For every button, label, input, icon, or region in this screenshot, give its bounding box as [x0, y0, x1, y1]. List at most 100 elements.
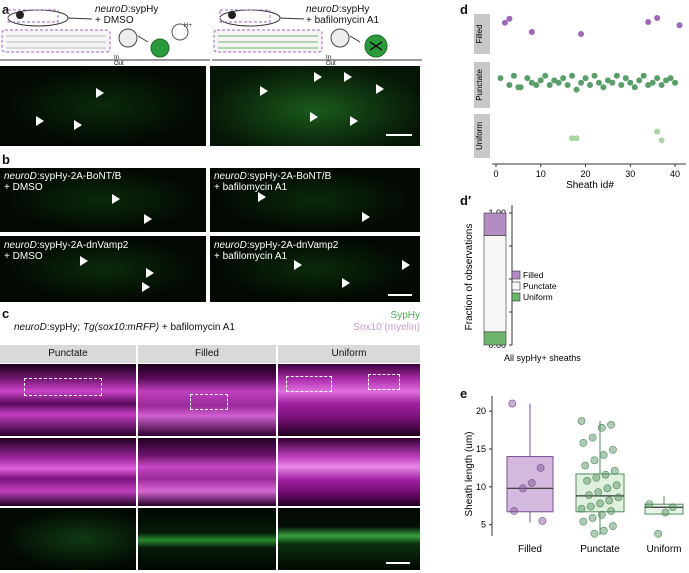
sypHy-punctate	[0, 508, 136, 570]
y-tick-label: 10	[476, 482, 486, 492]
merge-filled	[138, 364, 276, 436]
column-header-uniform: Uniform	[278, 345, 420, 363]
data-point-uniform	[668, 503, 677, 512]
roi-box	[190, 394, 228, 410]
data-point-punctate	[591, 72, 598, 79]
data-point-punctate	[649, 79, 656, 86]
data-point-punctate	[663, 77, 670, 84]
data-point-punctate	[506, 82, 513, 88]
arrowhead-icon	[344, 72, 352, 82]
panel-a-out-label-left: Out	[114, 61, 124, 67]
data-point-punctate	[599, 526, 608, 535]
bar-segment-filled	[483, 212, 507, 236]
data-point-punctate	[542, 72, 549, 79]
data-point-punctate	[592, 473, 601, 482]
panel-b-br-gene: neuroD	[214, 240, 247, 251]
panel-b-bl-suffix: :sypHy-2A-dnVamp2	[36, 240, 129, 251]
data-point-punctate	[672, 79, 679, 86]
x-category-label: Punctate	[580, 544, 620, 555]
data-point-punctate	[640, 72, 647, 79]
data-point-punctate	[609, 79, 616, 86]
data-point-uniform	[654, 128, 661, 135]
sypHy-uniform	[278, 508, 420, 570]
data-point-punctate	[610, 467, 619, 475]
arrowhead-icon	[402, 260, 410, 270]
data-point-punctate	[579, 517, 588, 526]
panel-b-tl-suffix: :sypHy-2A-BoNT/B	[36, 171, 122, 182]
panel-a-in-label-right: In	[326, 55, 332, 61]
data-point-punctate	[585, 491, 593, 500]
data-point-punctate	[517, 84, 524, 91]
x-tick-label: 10	[536, 169, 546, 179]
panel-b-tr-treatment: + bafilomycin A1	[214, 182, 288, 193]
legend-label-punctate: Punctate	[523, 281, 557, 291]
data-point-punctate	[607, 507, 615, 515]
panel-a-left-suffix: :sypHy	[127, 4, 159, 15]
data-point-punctate	[613, 72, 620, 79]
data-point-punctate	[564, 82, 571, 88]
data-point-punctate	[582, 75, 589, 82]
panel-a-out-label-right: Out	[326, 61, 336, 67]
data-point-punctate	[588, 513, 597, 522]
data-point-punctate	[609, 445, 617, 454]
data-point-punctate	[510, 72, 517, 79]
x-tick-label: 20	[581, 169, 591, 179]
data-point-punctate	[622, 75, 629, 82]
x-category-label: Uniform	[646, 544, 681, 555]
panel-a-in-label-left: In	[114, 55, 120, 61]
data-point-punctate	[601, 470, 610, 479]
panel-b-tr-gene: neuroD	[214, 171, 247, 182]
data-point-filled	[508, 399, 517, 408]
data-point-punctate	[581, 461, 590, 470]
chart-d: Filled Punctate Uniform 0 10 20 30 40 Sheath…	[474, 14, 686, 191]
data-point-punctate	[596, 499, 604, 508]
micrograph-b-dnvamp-bafilomycin: neuroD:sypHy-2A-dnVamp2 + bafilomycin A1	[210, 236, 420, 302]
arrowhead-icon	[310, 112, 318, 122]
data-point-punctate	[603, 484, 612, 493]
roi-box	[368, 374, 400, 390]
data-point-punctate	[636, 77, 643, 84]
panel-label-a: a	[2, 2, 10, 17]
y-tick-label: 15	[476, 444, 486, 454]
y-axis-label: Fraction of observations	[464, 224, 475, 331]
data-point-punctate	[586, 502, 595, 511]
data-point-punctate	[533, 82, 540, 88]
data-point-filled	[654, 15, 661, 21]
micrograph-a-dmso	[0, 66, 206, 146]
legend-sox10: Sox10 (myelin)	[353, 322, 420, 333]
data-point-uniform	[661, 508, 670, 517]
data-point-punctate	[595, 79, 602, 86]
panel-c-title: neuroD:sypHy; Tg(sox10:mRFP) + bafilomyc…	[14, 322, 235, 333]
facet-label-punctate: Punctate	[475, 69, 484, 101]
panel-b-tr-suffix: :sypHy-2A-BoNT/B	[246, 171, 332, 182]
panel-label-d-prime: d′	[460, 193, 472, 208]
data-point-uniform	[569, 135, 576, 142]
bar-segment-uniform	[483, 331, 507, 346]
panel-a-left-treatment: + DMSO	[95, 15, 134, 26]
facet-label-uniform: Uniform	[475, 122, 484, 150]
data-point-punctate	[555, 79, 562, 86]
data-point-punctate	[579, 439, 588, 447]
data-point-punctate	[587, 82, 593, 88]
x-category-label: All sypHy+ sheaths	[504, 353, 581, 363]
micrograph-b-dnvamp-dmso: neuroD:sypHy-2A-dnVamp2 + DMSO	[0, 236, 206, 302]
arrowhead-icon	[144, 214, 152, 224]
panel-b-br-treatment: + bafilomycin A1	[214, 251, 288, 262]
data-point-punctate	[594, 488, 603, 497]
facet-strip-filled	[474, 14, 490, 54]
column-header-punctate: Punctate	[0, 345, 136, 363]
data-point-punctate	[573, 86, 580, 93]
data-point-punctate	[560, 75, 567, 82]
legend-sypHy: SypHy	[390, 310, 420, 321]
data-point-punctate	[654, 75, 661, 82]
data-point-filled	[676, 22, 683, 29]
data-point-punctate	[597, 423, 606, 432]
data-point-punctate	[524, 75, 531, 82]
data-point-punctate	[528, 79, 535, 86]
arrowhead-icon	[80, 256, 88, 266]
data-point-uniform	[645, 500, 654, 509]
data-point-punctate	[577, 504, 586, 513]
arrowhead-icon	[350, 116, 358, 126]
data-point-uniform	[654, 529, 663, 538]
legend-swatch-filled	[511, 270, 521, 280]
